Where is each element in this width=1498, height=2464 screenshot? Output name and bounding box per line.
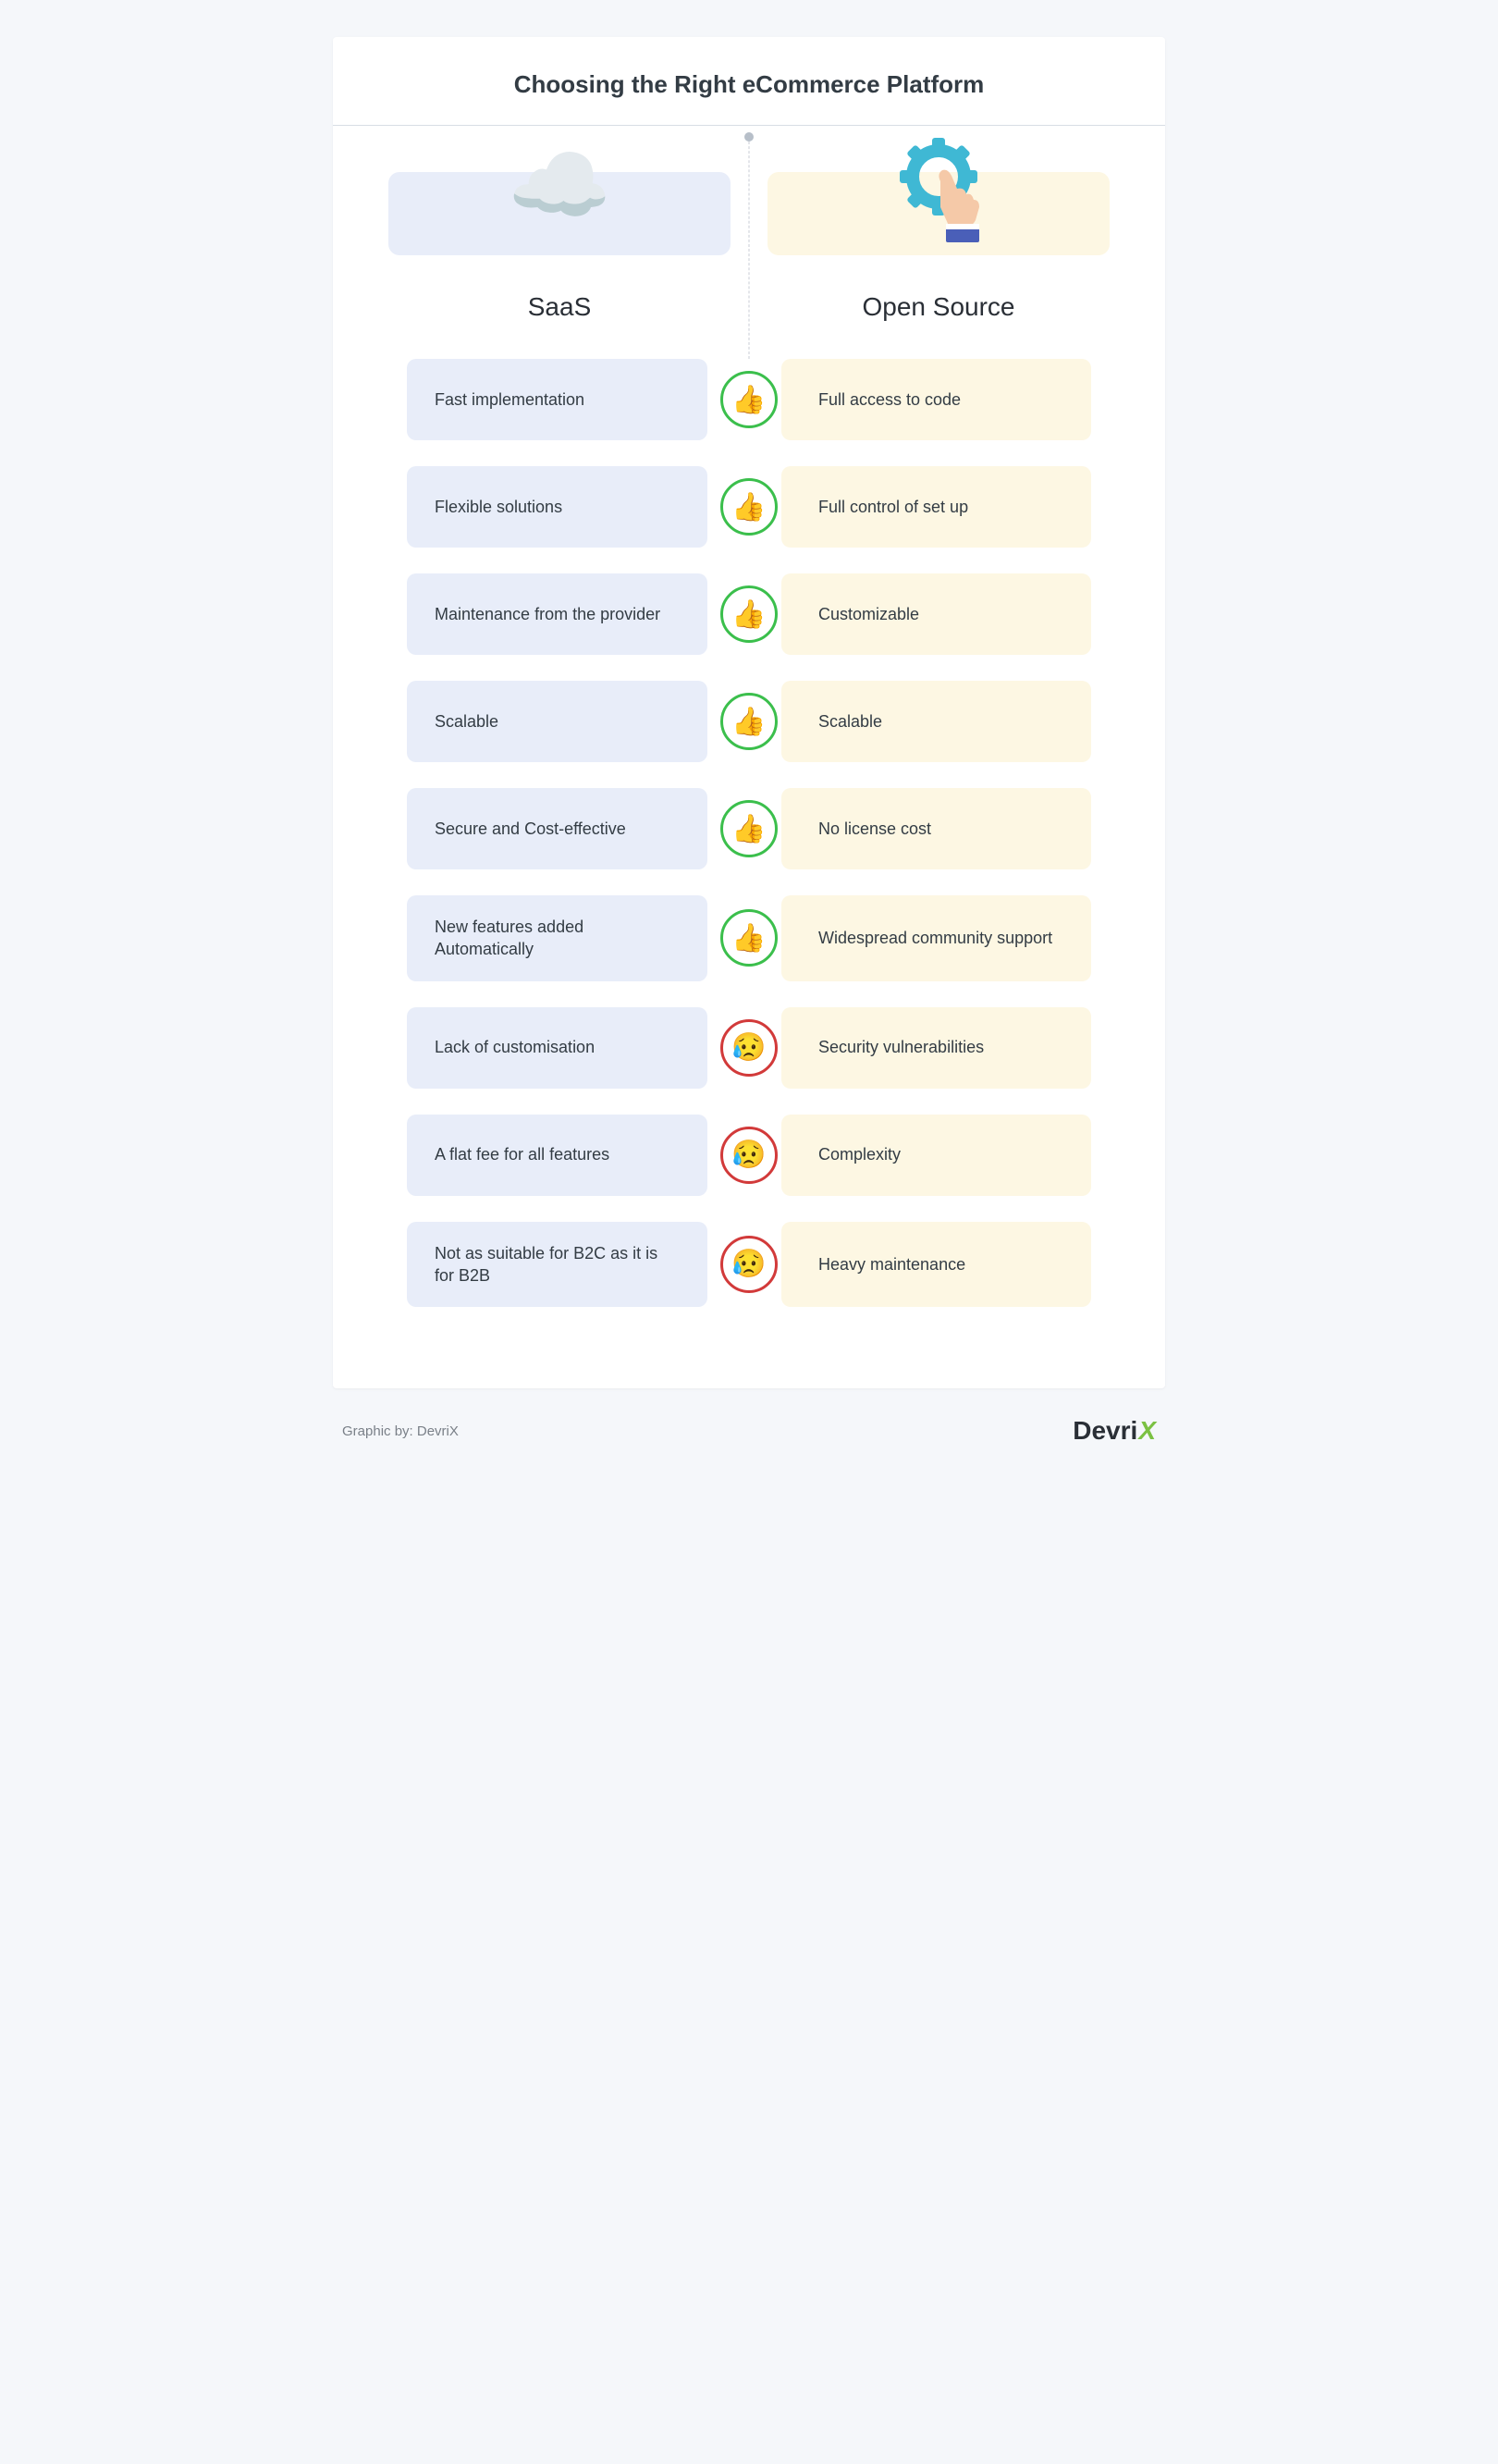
footer: Graphic by: DevriX DevriX [333,1416,1165,1464]
opensource-label: Open Source [767,292,1110,322]
saas-cell: Maintenance from the provider [407,573,707,655]
connector-dot [744,132,754,142]
opensource-cell: Full control of set up [781,466,1091,548]
saas-cell: Not as suitable for B2C as it is for B2B [407,1222,707,1308]
saas-cell: New features added Automatically [407,895,707,981]
saas-cell: Lack of customisation [407,1007,707,1089]
infographic-card: Choosing the Right eCommerce Platform ☁️ [333,37,1165,1388]
divider [333,125,1165,126]
thumbs-up-icon: 👍 [720,585,778,643]
opensource-cell: Security vulnerabilities [781,1007,1091,1089]
comparison-row: Not as suitable for B2C as it is for B2B… [407,1222,1091,1308]
sad-face-icon: 😥 [720,1019,778,1077]
opensource-header-box [767,172,1110,255]
saas-cell: Secure and Cost-effective [407,788,707,869]
comparison-row: Maintenance from the provider👍Customizab… [407,573,1091,655]
thumbs-up-icon: 👍 [720,693,778,750]
logo-text: Devri [1073,1416,1137,1446]
comparison-rows: Fast implementation👍Full access to codeF… [407,359,1091,1307]
comparison-row: Flexible solutions👍Full control of set u… [407,466,1091,548]
sad-face-icon: 😥 [720,1127,778,1184]
opensource-cell: Heavy maintenance [781,1222,1091,1308]
opensource-cell: Customizable [781,573,1091,655]
thumbs-up-icon: 👍 [720,909,778,967]
opensource-cell: Complexity [781,1115,1091,1196]
saas-cell: Fast implementation [407,359,707,440]
opensource-cell: No license cost [781,788,1091,869]
comparison-row: Fast implementation👍Full access to code [407,359,1091,440]
opensource-cell: Widespread community support [781,895,1091,981]
opensource-cell: Scalable [781,681,1091,762]
credit-text: Graphic by: DevriX [342,1423,459,1439]
logo-accent: X [1138,1416,1156,1446]
comparison-row: Lack of customisation😥Security vulnerabi… [407,1007,1091,1089]
comparison-row: Secure and Cost-effective👍No license cos… [407,788,1091,869]
comparison-row: A flat fee for all features😥Complexity [407,1115,1091,1196]
saas-cell: A flat fee for all features [407,1115,707,1196]
saas-label: SaaS [388,292,731,322]
thumbs-up-icon: 👍 [720,800,778,857]
thumbs-up-icon: 👍 [720,371,778,428]
sad-face-icon: 😥 [720,1236,778,1293]
saas-cell: Flexible solutions [407,466,707,548]
comparison-row: Scalable👍Scalable [407,681,1091,762]
cloud-icon: ☁️ [508,144,611,228]
devrix-logo: DevriX [1073,1416,1156,1446]
comparison-row: New features added Automatically👍Widespr… [407,895,1091,981]
thumbs-up-icon: 👍 [720,478,778,536]
page-title: Choosing the Right eCommerce Platform [333,37,1165,125]
connector-line [749,137,750,359]
gear-hand-icon [883,135,994,246]
saas-header-box: ☁️ [388,172,731,255]
opensource-cell: Full access to code [781,359,1091,440]
saas-cell: Scalable [407,681,707,762]
